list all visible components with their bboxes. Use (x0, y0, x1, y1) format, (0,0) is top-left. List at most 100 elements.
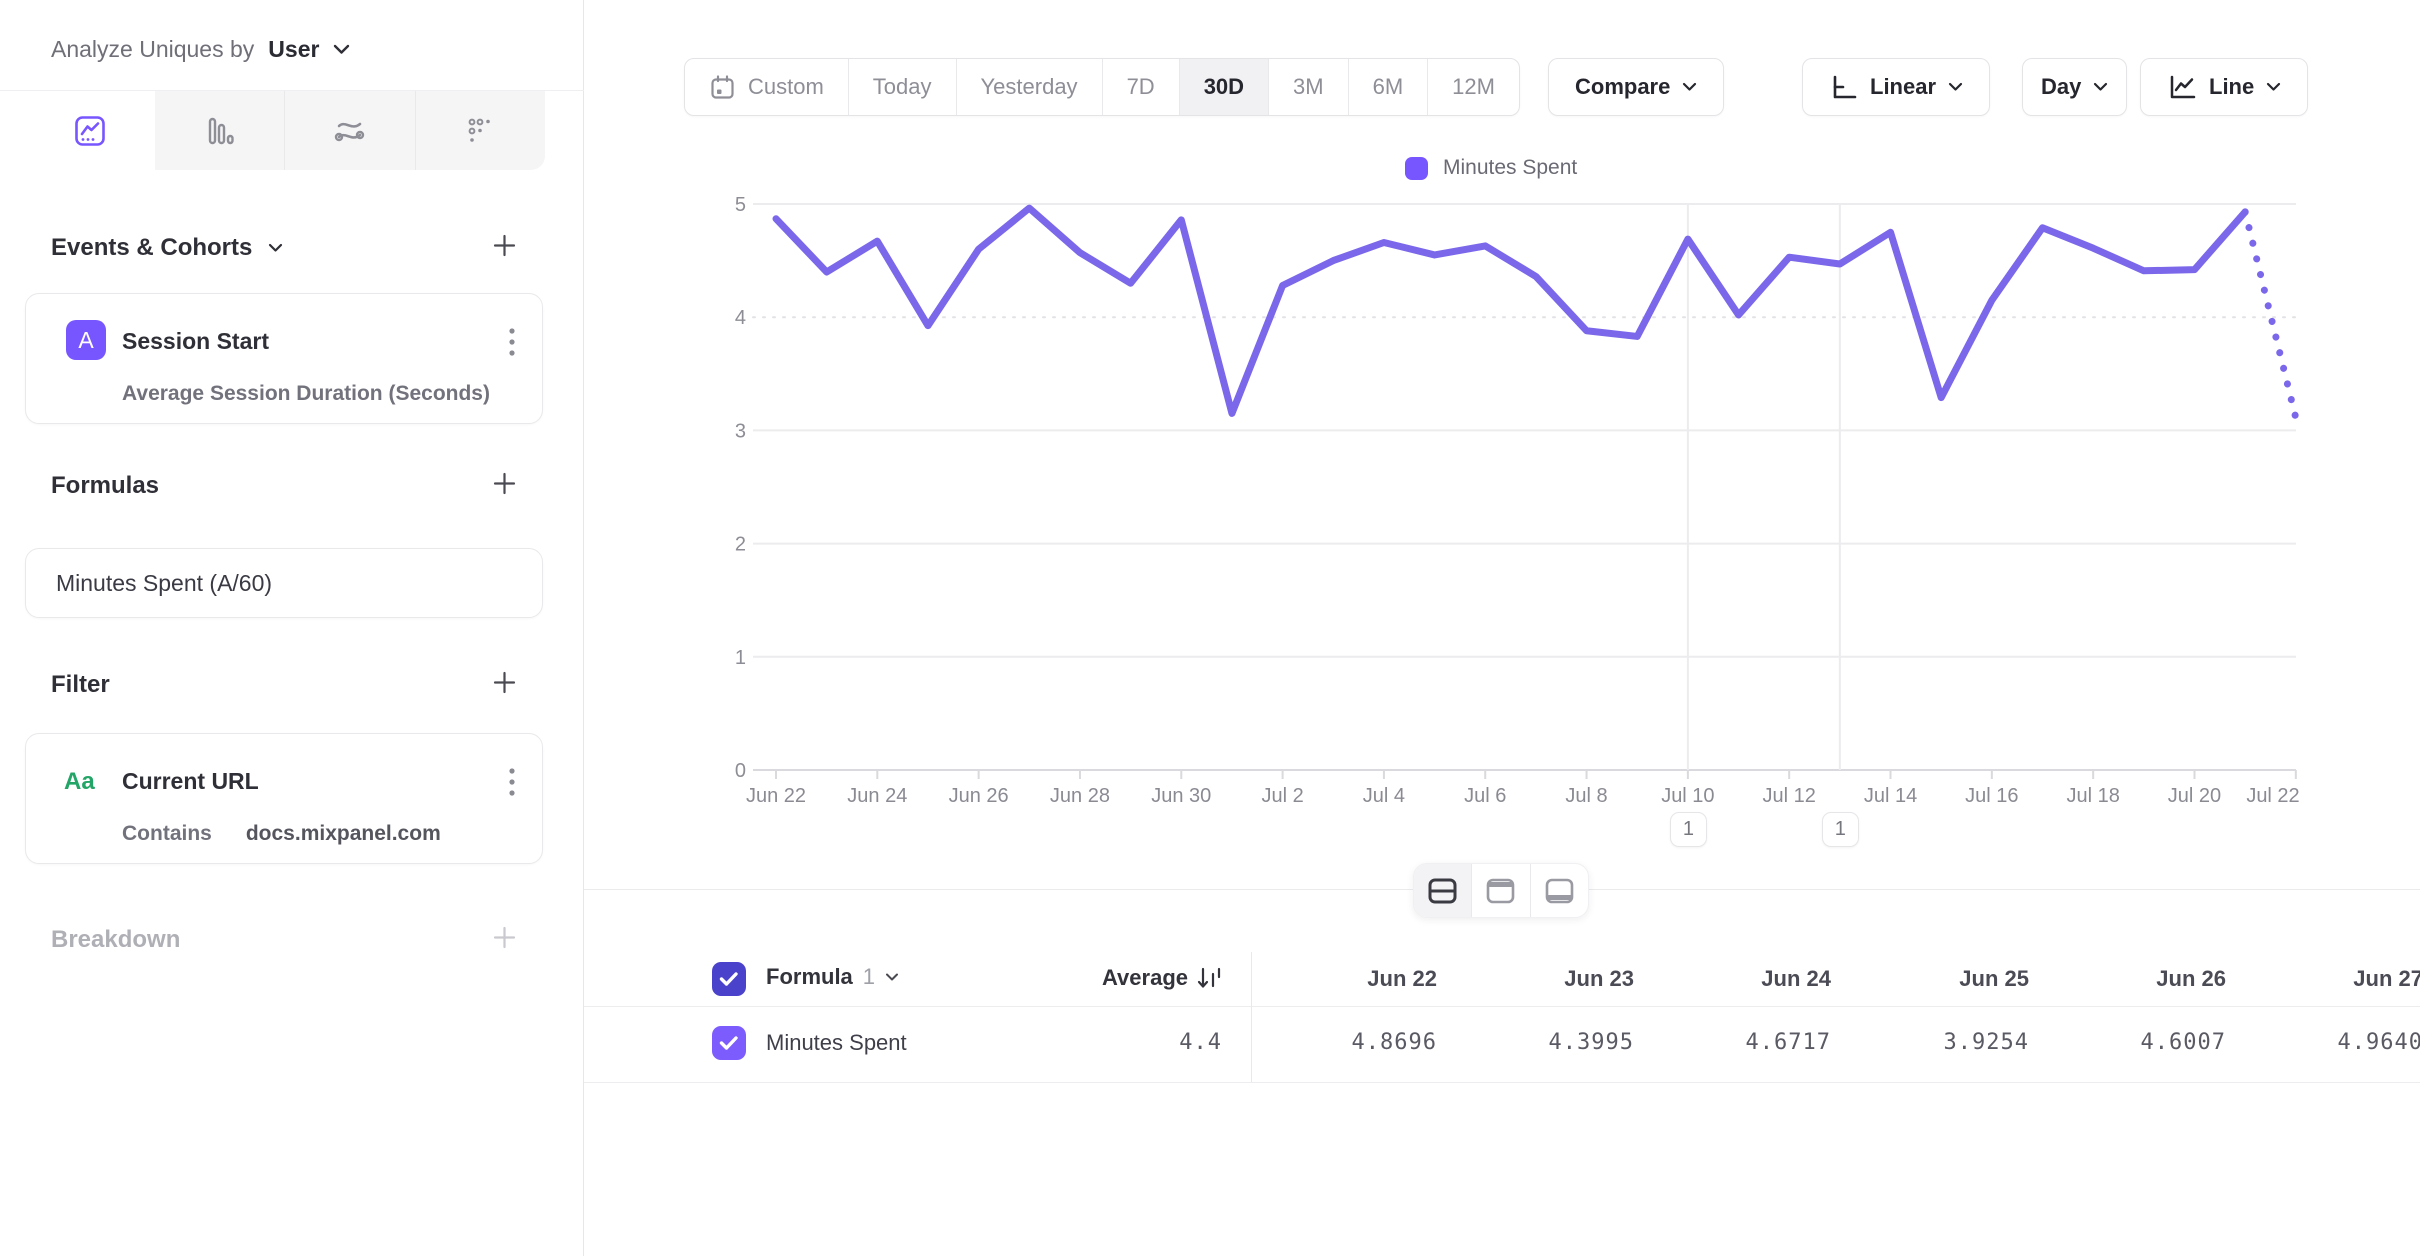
filter-operator[interactable]: Contains (122, 822, 212, 845)
x-axis-label: Jul 2 (1261, 785, 1303, 807)
date-column-header[interactable]: Jun 24 (1761, 966, 1831, 991)
date-column-header[interactable]: Jun 27 (2353, 966, 2420, 991)
formulas-label: Formulas (51, 472, 160, 499)
table-column-divider (1251, 952, 1252, 1082)
average-column-header[interactable]: Average (1000, 964, 1222, 992)
annotation-badge[interactable]: 1 (1821, 812, 1859, 847)
x-axis-label: Jun 28 (1050, 785, 1110, 807)
flows-icon (334, 122, 364, 141)
plus-icon (493, 234, 515, 256)
date-column-header[interactable]: Jun 26 (2156, 966, 2226, 991)
plus-icon (493, 671, 515, 693)
split-view-icon (1428, 878, 1457, 903)
x-axis-label: Jun 26 (949, 785, 1009, 807)
date-range-control: Custom Today Yesterday 7D 30D 3M 6M 12M (684, 58, 1520, 116)
filter-value[interactable]: docs.mixpanel.com (245, 822, 441, 845)
range-6m[interactable]: 6M (1347, 59, 1428, 115)
x-axis-label: Jul 18 (2066, 785, 2119, 807)
plus-icon (493, 926, 515, 948)
svg-text:4: 4 (735, 307, 746, 329)
kebab-icon (509, 768, 515, 796)
filter-property[interactable]: Current URL (122, 768, 259, 794)
formula-group-dropdown[interactable]: Formula 1 (766, 964, 899, 990)
formula-expression[interactable]: Minutes Spent (A/60) (56, 569, 273, 596)
cell-value: 4.6717 (1745, 1030, 1831, 1055)
tab-flows[interactable] (284, 91, 415, 170)
x-axis-label: Jul 12 (1763, 785, 1816, 807)
select-all-checkbox[interactable] (712, 962, 746, 996)
series-name[interactable]: Minutes Spent (766, 1030, 907, 1055)
analyze-uniques-value[interactable]: User (268, 36, 320, 62)
formula-card[interactable]: Minutes Spent (A/60) (25, 548, 543, 618)
add-formula-button[interactable] (487, 466, 521, 500)
chart-canvas: 0 1 2 3 4 5 Jun 22 Jun 24 Jun 26 Jun 28 Jun 30 Jul … (735, 194, 2300, 807)
x-axis-label: Jun 24 (847, 785, 907, 807)
x-axis-label: Jul 4 (1363, 785, 1405, 807)
x-axis-label: Jul 10 (1661, 785, 1714, 807)
chevron-down-icon (334, 44, 350, 54)
x-axis-label: Jul 14 (1864, 785, 1917, 807)
table-only-view-button[interactable] (1529, 864, 1588, 917)
event-title[interactable]: Session Start (122, 328, 269, 354)
table-row-divider (584, 1082, 2420, 1083)
date-column-header[interactable]: Jun 23 (1564, 966, 1634, 991)
chart-legend[interactable]: Minutes Spent (1405, 156, 1577, 180)
tab-retention[interactable] (414, 91, 545, 170)
retention-grid-icon (468, 118, 491, 142)
linear-axis-icon (1833, 75, 1857, 98)
kebab-icon (509, 328, 515, 356)
line-chart[interactable]: 0 1 2 3 4 5 Jun 22 Jun 24 Jun 26 Jun 28 Jun 30 Jul … (700, 190, 2420, 870)
tab-insights[interactable] (25, 91, 155, 170)
add-event-button[interactable] (487, 228, 521, 262)
compare-button[interactable]: Compare (1548, 58, 1725, 116)
annotation-badge[interactable]: 1 (1669, 812, 1707, 847)
filter-menu-button[interactable] (508, 766, 516, 798)
range-30d[interactable]: 30D (1178, 59, 1269, 115)
x-axis-label: Jun 22 (746, 785, 806, 807)
svg-text:5: 5 (735, 194, 746, 216)
range-yesterday[interactable]: Yesterday (955, 59, 1102, 115)
date-column-header[interactable]: Jun 22 (1367, 966, 1437, 991)
event-menu-button[interactable] (508, 326, 516, 358)
legend-label: Minutes Spent (1443, 156, 1578, 179)
event-card-session-start[interactable]: A Session Start Average Session Duration… (25, 293, 543, 424)
check-icon (719, 972, 738, 986)
tab-bar-chart[interactable] (154, 91, 284, 170)
x-axis-label: Jul 22 (2246, 785, 2299, 807)
plus-icon (493, 472, 515, 494)
series-checkbox[interactable] (712, 1026, 746, 1060)
insights-line-icon (74, 115, 105, 146)
split-view-button[interactable] (1414, 864, 1472, 917)
chevron-down-icon (269, 243, 283, 252)
sidebar-header-divider (0, 90, 584, 91)
sort-icon (1197, 967, 1221, 988)
range-7d[interactable]: 7D (1101, 59, 1179, 115)
events-cohorts-header[interactable]: Events & Cohorts (51, 234, 283, 262)
range-custom[interactable]: Custom (685, 59, 848, 115)
table-only-view-icon (1545, 878, 1574, 903)
check-icon (719, 1036, 738, 1050)
formulas-header: Formulas (51, 472, 159, 500)
chevron-down-icon (1948, 82, 1963, 91)
chart-only-view-button[interactable] (1471, 864, 1529, 917)
add-breakdown-button[interactable] (487, 920, 521, 954)
filter-card-current-url[interactable]: Aa Current URL Contains docs.mixpanel.co… (25, 733, 543, 864)
date-column-header[interactable]: Jun 25 (1959, 966, 2029, 991)
calendar-icon (711, 74, 734, 99)
event-aggregation[interactable]: Average Session Duration (Seconds) (122, 382, 490, 405)
range-3m[interactable]: 3M (1268, 59, 1348, 115)
chevron-down-icon (2267, 82, 2281, 91)
legend-swatch (1405, 156, 1428, 180)
add-filter-button[interactable] (487, 665, 521, 699)
analyze-uniques-control[interactable]: Analyze Uniques by User (51, 36, 350, 63)
granularity-button[interactable]: Day (2022, 58, 2128, 116)
chart-type-button[interactable]: Line (2140, 58, 2309, 116)
breakdown-header: Breakdown (51, 926, 180, 954)
cell-value: 3.9254 (1943, 1030, 2029, 1055)
range-today[interactable]: Today (847, 59, 956, 115)
chevron-down-icon (2094, 82, 2108, 91)
scale-button[interactable]: Linear (1802, 58, 1991, 116)
x-axis-label: Jul 8 (1565, 785, 1607, 807)
x-axis-label: Jun 30 (1151, 785, 1211, 807)
range-12m[interactable]: 12M (1427, 59, 1519, 115)
